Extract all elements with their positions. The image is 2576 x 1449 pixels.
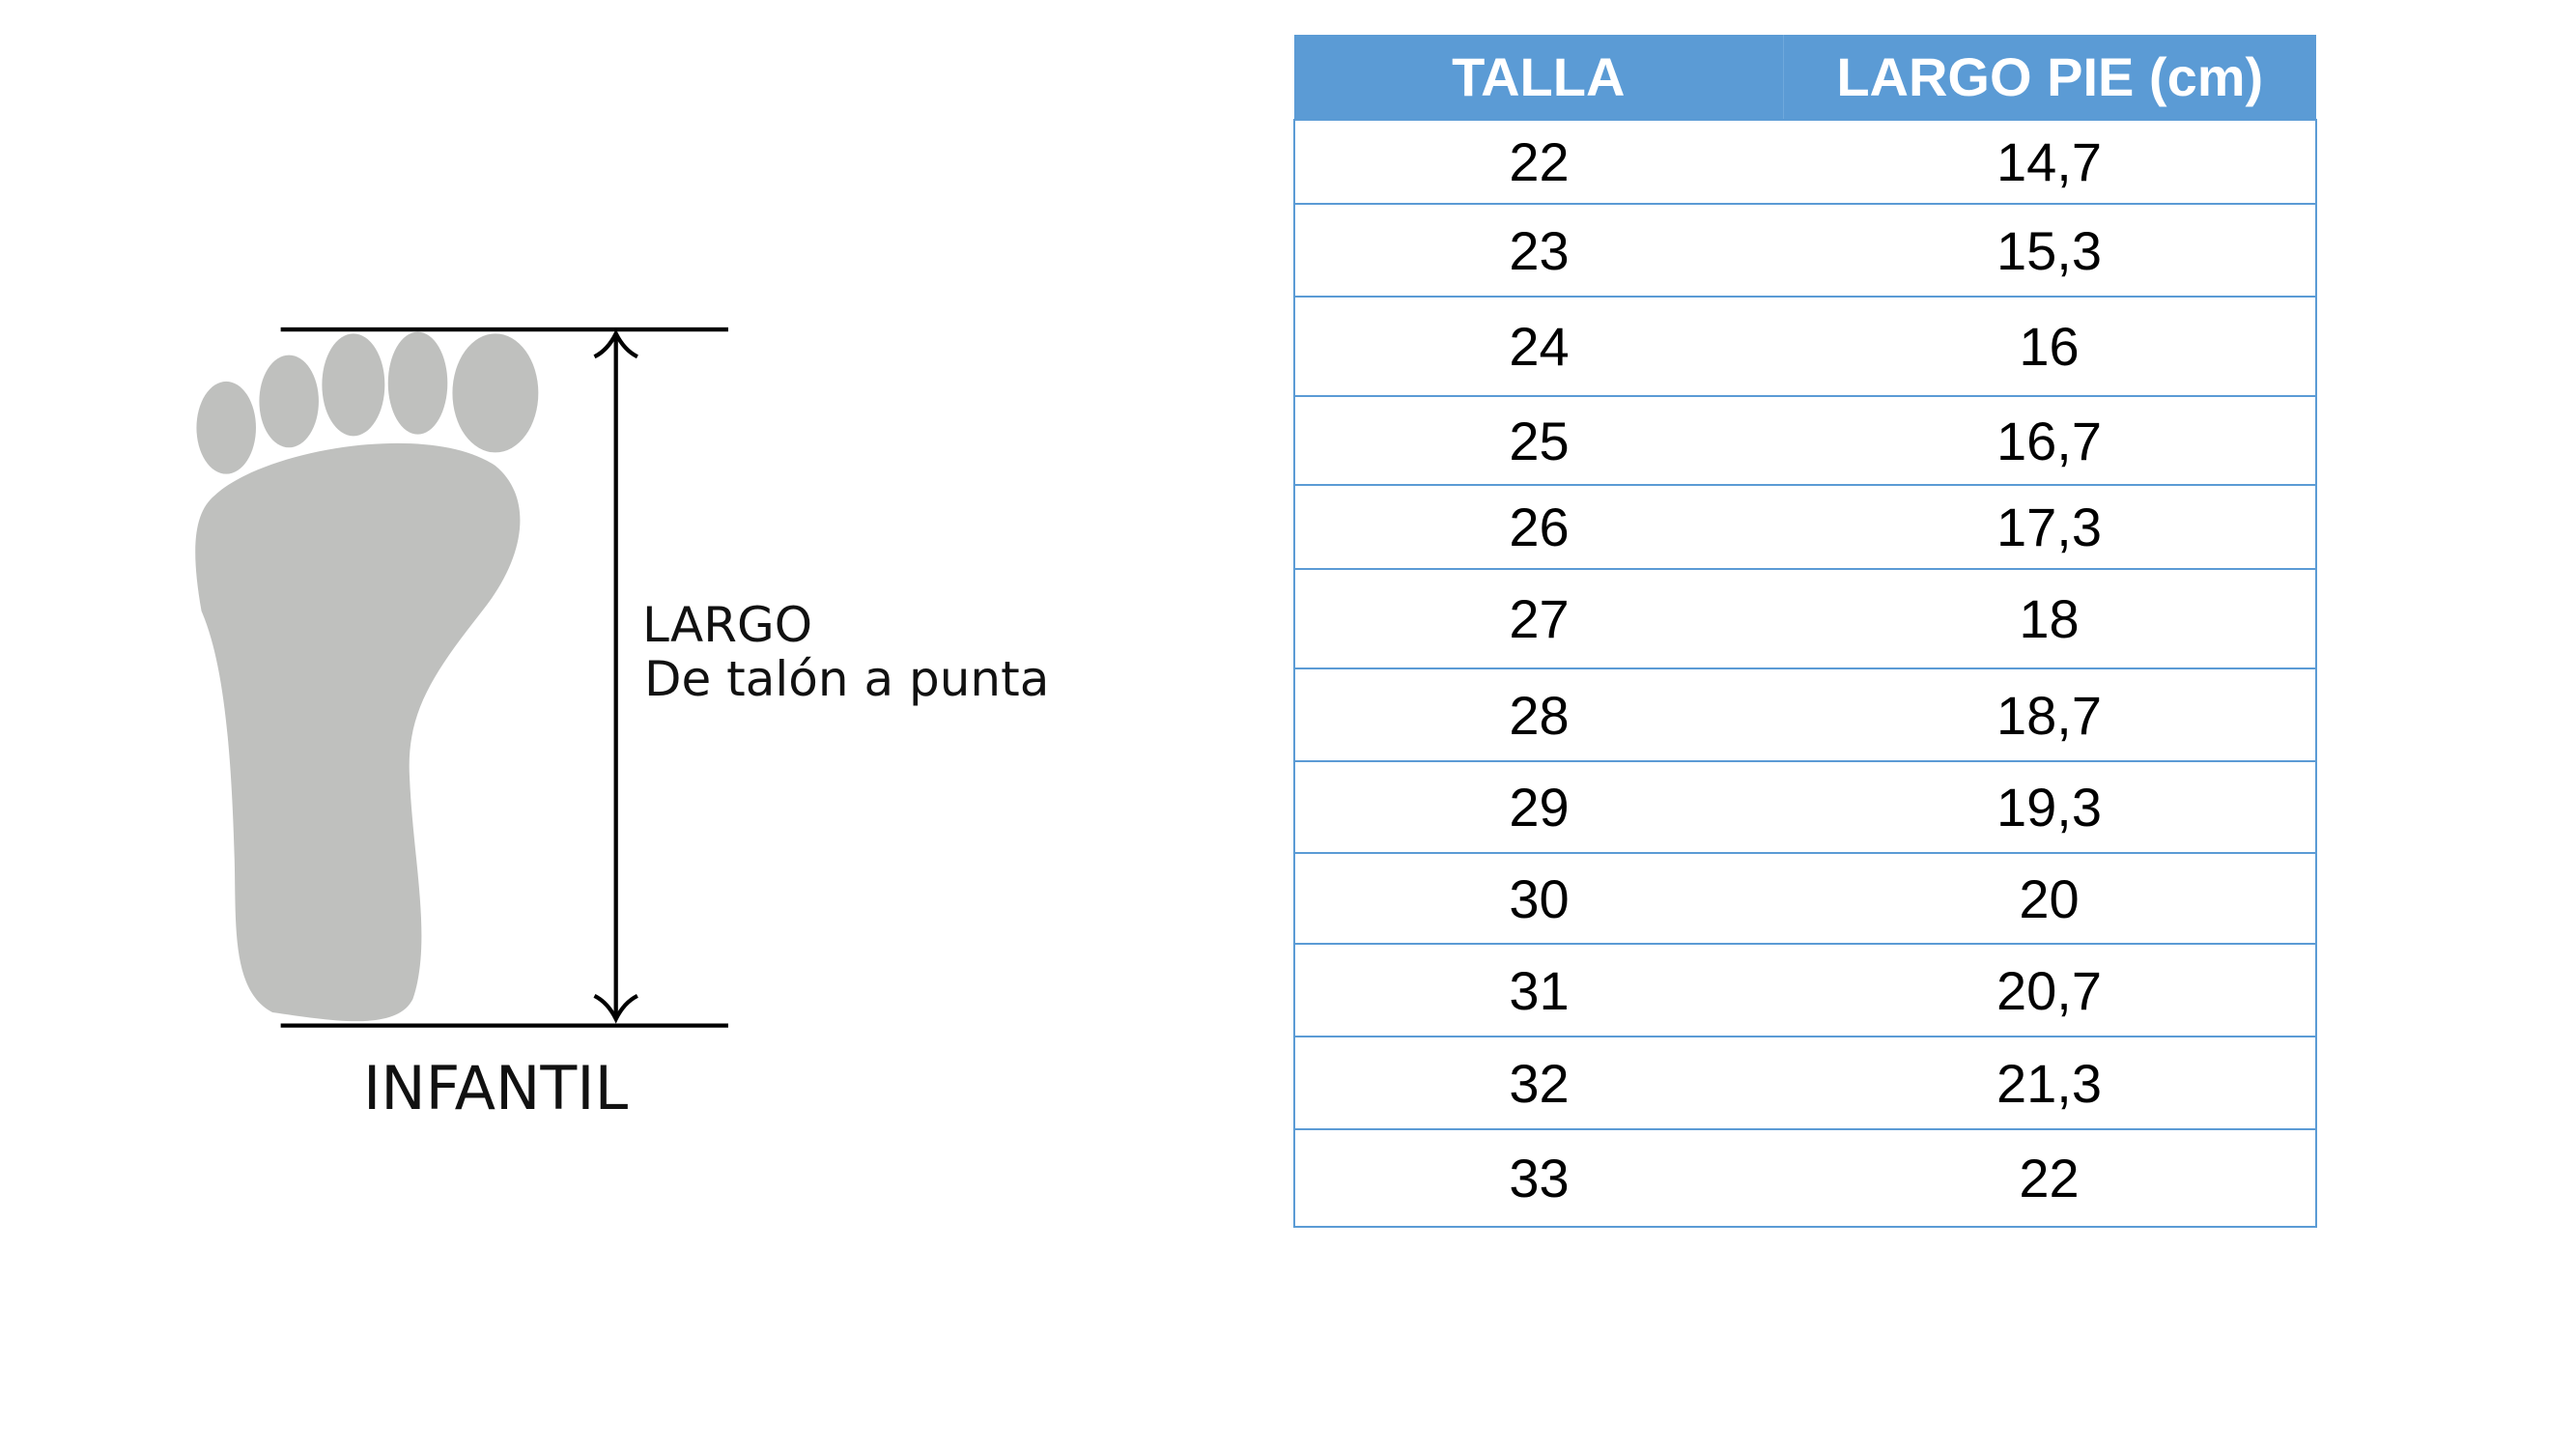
column-header-foot-length: LARGO PIE (cm) — [1782, 35, 2316, 120]
foot-length-cell: 18 — [1783, 568, 2317, 668]
foot-length-cell: 19,3 — [1783, 760, 2317, 853]
table-row: 22 14,7 — [1293, 119, 2317, 204]
table-row: 29 19,3 — [1293, 760, 2317, 853]
table-header-row: TALLA LARGO PIE (cm) — [1294, 35, 2316, 120]
table-row: 26 17,3 — [1293, 484, 2317, 569]
size-chart-table: TALLA LARGO PIE (cm) 22 14,7 23 15,3 24 16 25 1… — [1293, 35, 2317, 1228]
foot-length-cell: 15,3 — [1783, 203, 2317, 297]
size-cell: 28 — [1293, 668, 1783, 761]
foot-length-cell: 18,7 — [1783, 668, 2317, 761]
size-cell: 24 — [1293, 296, 1783, 396]
size-cell: 27 — [1293, 568, 1783, 668]
table-row: 31 20,7 — [1293, 943, 2317, 1037]
table-row: 28 18,7 — [1293, 668, 2317, 761]
table-row: 23 15,3 — [1293, 203, 2317, 297]
foot-length-cell: 21,3 — [1783, 1036, 2317, 1129]
table-row: 33 22 — [1293, 1128, 2317, 1228]
size-cell: 22 — [1293, 119, 1783, 204]
size-cell: 30 — [1293, 852, 1783, 944]
size-cell: 33 — [1293, 1128, 1783, 1228]
measure-label: LARGO — [642, 597, 813, 653]
foot-icon — [195, 331, 539, 1022]
foot-length-cell: 17,3 — [1783, 484, 2317, 569]
table-row: 30 20 — [1293, 852, 2317, 944]
double-arrow-icon — [593, 328, 638, 1024]
column-header-size: TALLA — [1294, 35, 1783, 120]
size-cell: 31 — [1293, 943, 1783, 1037]
foot-length-cell: 20,7 — [1783, 943, 2317, 1037]
measure-sublabel: De talón a punta — [644, 651, 1050, 707]
size-cell: 29 — [1293, 760, 1783, 853]
size-cell: 25 — [1293, 395, 1783, 485]
foot-length-cell: 22 — [1783, 1128, 2317, 1228]
table-row: 24 16 — [1293, 296, 2317, 396]
foot-length-cell: 20 — [1783, 852, 2317, 944]
table-row: 27 18 — [1293, 568, 2317, 668]
foot-length-cell: 14,7 — [1783, 119, 2317, 204]
size-cell: 32 — [1293, 1036, 1783, 1129]
foot-length-cell: 16,7 — [1783, 395, 2317, 485]
table-row: 25 16,7 — [1293, 395, 2317, 485]
foot-length-cell: 16 — [1783, 296, 2317, 396]
size-cell: 26 — [1293, 484, 1783, 569]
size-cell: 23 — [1293, 203, 1783, 297]
category-label: INFANTIL — [363, 1053, 629, 1123]
table-row: 32 21,3 — [1293, 1036, 2317, 1129]
